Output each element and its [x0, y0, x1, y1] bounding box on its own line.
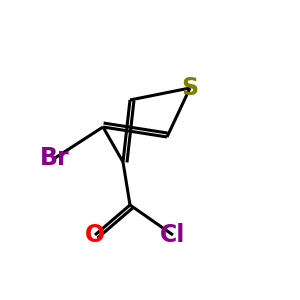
Text: Br: Br: [40, 146, 70, 170]
Text: Cl: Cl: [160, 223, 186, 247]
Text: S: S: [182, 76, 199, 100]
Text: O: O: [85, 223, 105, 247]
